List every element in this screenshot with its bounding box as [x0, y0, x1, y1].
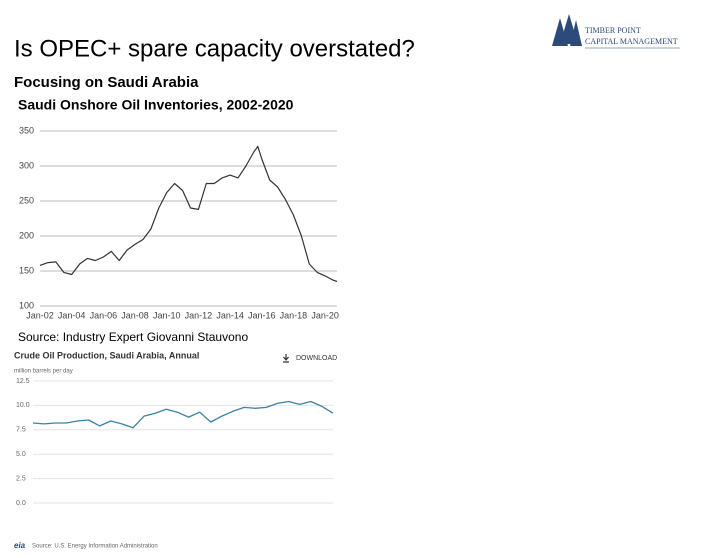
download-icon[interactable]	[283, 354, 289, 363]
tree-icon	[570, 20, 582, 46]
x-tick-label: Jan-20	[311, 310, 339, 320]
y-tick-label: 250	[19, 195, 34, 205]
y-tick-label: 7.5	[16, 427, 26, 434]
logo-text: CAPITAL MANAGEMENT	[585, 37, 678, 46]
x-tick-label: Jan-06	[90, 310, 118, 320]
x-tick-label: Jan-02	[26, 310, 54, 320]
slide-subtitle: Focusing on Saudi Arabia	[14, 74, 199, 91]
x-tick-label: Jan-08	[121, 310, 149, 320]
x-tick-label: Jan-14	[216, 310, 244, 320]
eia-logo: eia	[14, 541, 26, 550]
data-line	[39, 145, 338, 283]
source: Source: Industry Expert Giovanni Stauvon…	[18, 330, 248, 344]
y-tick-label: 0.0	[16, 500, 26, 507]
footer-source: Source: U.S. Energy Information Administ…	[32, 544, 158, 550]
y-tick-label: 350	[19, 125, 34, 135]
x-tick-label: Jan-18	[280, 310, 308, 320]
y-tick-label: 10.0	[16, 402, 30, 409]
chart-title: Saudi Onshore Oil Inventories, 2002-2020	[18, 97, 294, 113]
y-tick-label: 5.0	[16, 451, 26, 458]
x-tick-label: Jan-12	[185, 310, 213, 320]
axis-label: million barrels per day	[14, 369, 73, 375]
download-label[interactable]: DOWNLOAD	[296, 355, 337, 362]
x-tick-label: Jan-04	[58, 310, 86, 320]
download-button[interactable]: DOWNLOAD	[283, 354, 337, 363]
y-tick-label: 100	[19, 300, 34, 310]
slide-title: Is OPEC+ spare capacity overstated?	[14, 35, 415, 62]
chart-title: Crude Oil Production, Saudi Arabia, Annu…	[14, 350, 199, 360]
y-tick-label: 300	[19, 160, 34, 170]
x-tick-label: Jan-16	[248, 310, 276, 320]
logo: TIMBER POINT CAPITAL MANAGEMENT	[552, 14, 680, 49]
data-line	[32, 400, 334, 429]
x-tick-label: Jan-10	[153, 310, 181, 320]
logo-text: TIMBER POINT	[585, 26, 641, 35]
y-tick-label: 200	[19, 230, 34, 240]
y-tick-label: 2.5	[16, 475, 26, 482]
y-tick-label: 150	[19, 265, 34, 275]
y-tick-label: 12.5	[16, 378, 30, 385]
